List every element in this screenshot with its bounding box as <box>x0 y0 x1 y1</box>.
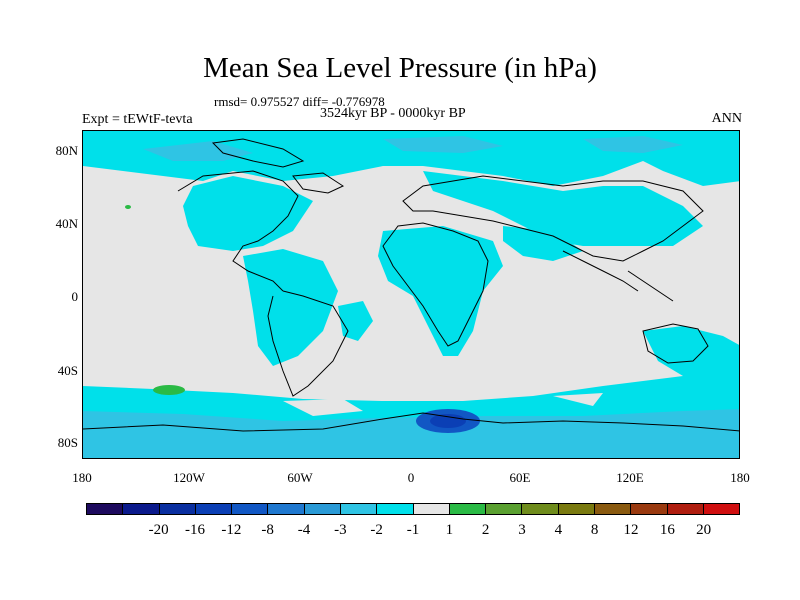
colorbar-swatch <box>631 504 668 514</box>
colorbar-swatch <box>522 504 559 514</box>
colorbar-label: -8 <box>261 522 274 538</box>
lat-label-0: 0 <box>71 289 79 304</box>
lon-label-180e: 180 <box>730 470 750 485</box>
rmsd-diff-stats: rmsd= 0.975527 diff= -0.776978 <box>214 94 385 109</box>
colorbar-label: -4 <box>297 522 311 538</box>
colorbar-label: 4 <box>554 522 563 538</box>
colorbar-swatch <box>123 504 160 514</box>
colorbar-swatch <box>232 504 269 514</box>
colorbar-swatch <box>195 504 233 514</box>
lat-label-40n: 40N <box>55 216 78 231</box>
lat-label-80n: 80N <box>55 143 78 158</box>
colorbar-label: -3 <box>334 522 347 538</box>
lon-label-0: 0 <box>407 470 415 485</box>
colorbar-swatch <box>304 504 341 514</box>
colorbar-label: 16 <box>659 522 675 538</box>
colorbar-swatch <box>377 504 414 514</box>
colorbar-label: -12 <box>221 522 242 538</box>
colorbar-label: -20 <box>148 522 169 538</box>
colorbar-swatch <box>268 504 305 514</box>
lat-label-80s: 80S <box>57 435 78 450</box>
colorbar-swatch <box>594 504 632 514</box>
colorbar-swatch <box>449 504 487 514</box>
colorbar-swatch <box>413 504 450 514</box>
experiment-label: Expt = tEWtF-tevta <box>82 112 193 127</box>
colorbar-swatch <box>159 504 196 514</box>
plot-title: Mean Sea Level Pressure (in hPa) <box>203 52 597 84</box>
colorbar-swatch <box>703 504 740 514</box>
colorbar-label: -2 <box>370 522 383 538</box>
colorbar-label: 12 <box>623 522 639 538</box>
colorbar-swatch <box>667 504 704 514</box>
colorbar-label: -16 <box>185 522 205 538</box>
lon-label-60w: 60W <box>287 470 313 485</box>
lon-label-120w: 120W <box>173 470 205 485</box>
colorbar-label: -1 <box>406 522 420 538</box>
map-panel <box>82 130 740 459</box>
colorbar-swatch <box>87 504 124 514</box>
lon-label-120e: 120E <box>616 470 644 485</box>
colorbar-label: 3 <box>518 522 526 538</box>
lat-label-40s: 40S <box>57 363 78 378</box>
lon-label-180w: 180 <box>72 470 92 485</box>
anomaly-map <box>83 131 739 458</box>
colorbar-swatch <box>340 504 378 514</box>
colorbar-label: 2 <box>481 522 490 538</box>
colorbar-label: 20 <box>696 522 712 538</box>
lon-label-60e: 60E <box>509 470 531 485</box>
colorbar <box>86 503 740 515</box>
colorbar-label: 1 <box>445 522 454 538</box>
colorbar-label: 8 <box>590 522 599 538</box>
colorbar-swatch <box>486 504 523 514</box>
season-label: ANN <box>711 111 742 126</box>
time-period-label: 3524kyr BP - 0000kyr BP <box>320 106 466 121</box>
colorbar-swatch <box>558 504 595 514</box>
